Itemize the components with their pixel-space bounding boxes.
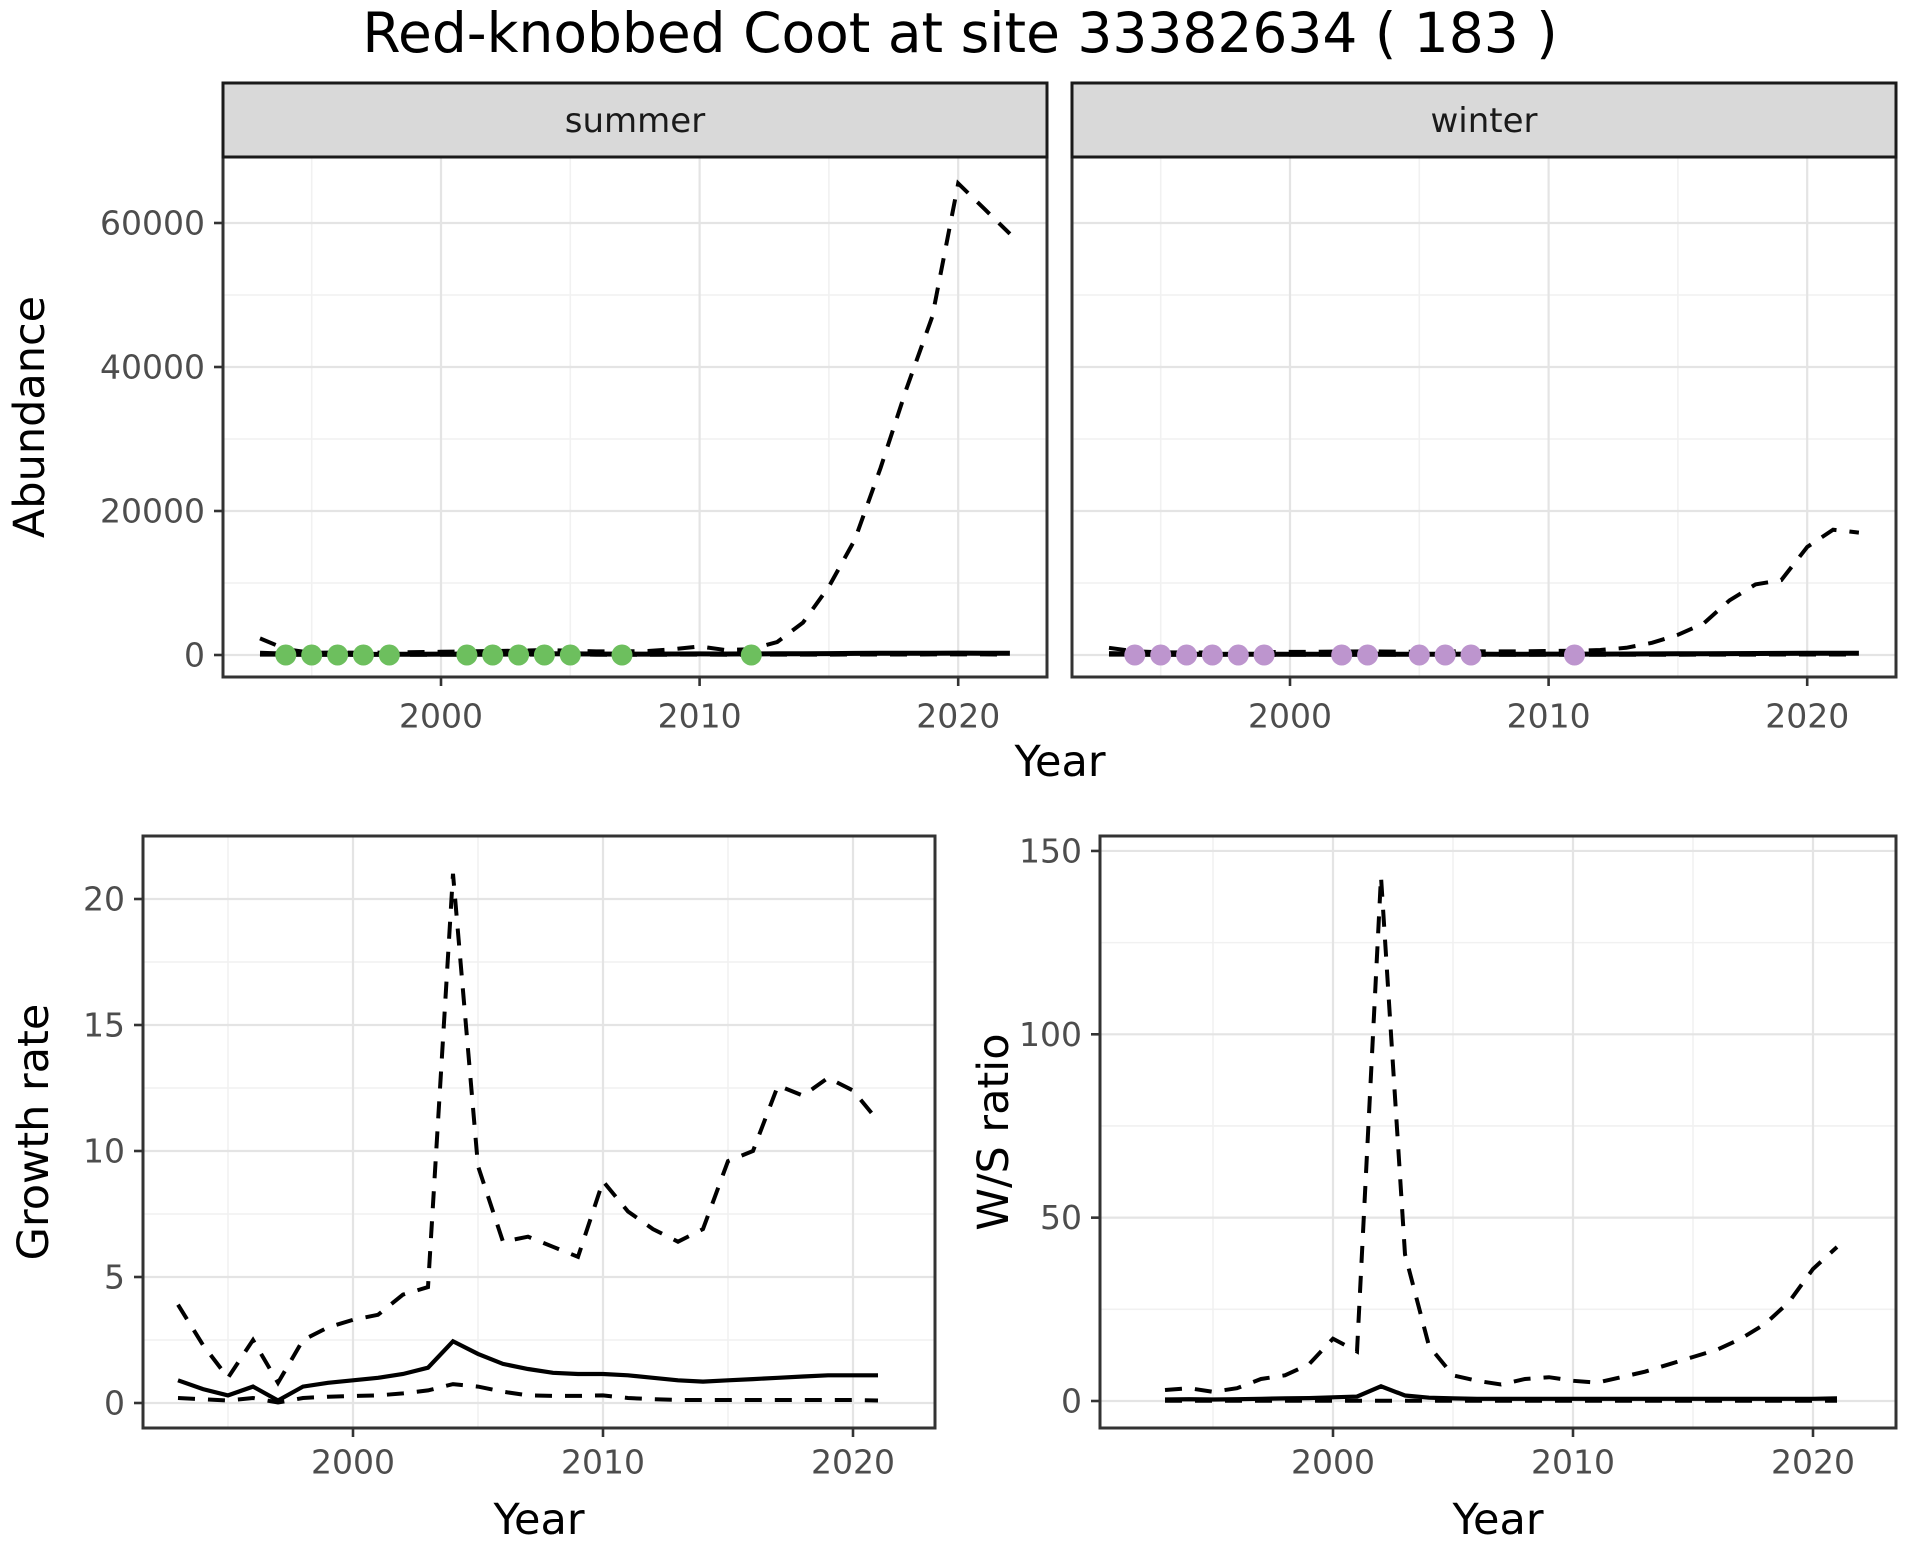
facet-strip-winter-label: winter	[1430, 101, 1537, 141]
growth-y-tick-label: 20	[83, 880, 125, 919]
facet-strip-winter: winter	[1070, 81, 1898, 159]
summer-x-tick-label: 2000	[399, 697, 483, 736]
winter-data-point	[1331, 644, 1353, 666]
summer-x-tick-label: 2020	[916, 697, 1000, 736]
growth-x-tick-label: 2000	[311, 1443, 395, 1482]
winter-panel-background	[1072, 157, 1896, 677]
ws-y-tick-label: 0	[1061, 1382, 1082, 1421]
winter-data-point	[1150, 644, 1172, 666]
summer-data-point	[533, 644, 555, 666]
summer-data-point	[378, 644, 400, 666]
growth-panel-border	[141, 834, 937, 1430]
ws-y-tick-label: 100	[1019, 1015, 1082, 1054]
ws-y-tick-label: 50	[1040, 1198, 1082, 1237]
summer-data-point	[456, 644, 478, 666]
ws-x-tick-label: 2020	[1771, 1443, 1855, 1482]
ws-year-axis-title: Year	[1451, 1495, 1543, 1545]
growth-y-tick-label: 0	[104, 1384, 125, 1423]
winter-data-point	[1253, 644, 1275, 666]
summer-x-tick-label: 2010	[658, 697, 742, 736]
growth-year-axis-title: Year	[492, 1495, 584, 1545]
panel-growth: 2000 2010 2020 0 5 10 15 20	[83, 834, 937, 1482]
summer-data-point	[327, 644, 349, 666]
panel-winter: 2000 2010 2020	[1070, 155, 1898, 736]
ws-panel-background	[1100, 836, 1896, 1428]
winter-data-point	[1176, 644, 1198, 666]
growth-series-upper_ci	[176, 873, 880, 1387]
panel-ws: 2000 2010 2020 0 50 100 150	[1019, 831, 1898, 1482]
figure-title: Red-knobbed Coot at site 33382634 ( 183 …	[362, 1, 1557, 65]
summer-data-point	[482, 644, 504, 666]
growth-panel-background	[143, 836, 935, 1428]
facet-strip-summer: summer	[221, 81, 1049, 159]
winter-data-point	[1434, 644, 1456, 666]
facet-strip-winter-box	[1070, 81, 1898, 159]
summer-panel-background	[223, 157, 1047, 677]
growth-y-tick-label: 5	[104, 1258, 125, 1297]
winter-observed-points	[1124, 644, 1585, 666]
growth-rate-axis-title: Growth rate	[9, 1004, 59, 1261]
growth-series-mean	[177, 1338, 878, 1403]
winter-data-point	[1227, 644, 1249, 666]
ws-series-upper_ci	[1164, 876, 1839, 1394]
summer-y-tick-label: 0	[184, 636, 205, 675]
winter-data-point	[1460, 644, 1482, 666]
ws-y-tick-label: 150	[1019, 831, 1082, 870]
winter-data-point	[1124, 644, 1146, 666]
growth-y-tick-label: 10	[83, 1132, 125, 1171]
growth-series-lower_ci	[177, 1382, 879, 1405]
ws-panel-border	[1098, 834, 1898, 1430]
ws-x-tick-label: 2000	[1291, 1443, 1375, 1482]
winter-data-point	[1408, 644, 1430, 666]
growth-y-tick-label: 15	[83, 1006, 125, 1045]
winter-x-tick-label: 2020	[1765, 697, 1849, 736]
ws-ratio-axis-title: W/S ratio	[969, 1033, 1019, 1230]
ws-x-tick-label: 2010	[1531, 1443, 1615, 1482]
growth-x-tick-label: 2020	[811, 1443, 895, 1482]
summer-y-tick-label: 60000	[100, 204, 205, 243]
growth-x-tick-label: 2010	[561, 1443, 645, 1482]
facet-strip-summer-label: summer	[565, 101, 705, 141]
winter-data-point	[1357, 644, 1379, 666]
summer-data-point	[740, 644, 762, 666]
winter-x-tick-label: 2000	[1248, 697, 1332, 736]
abundance-axis-title: Abundance	[5, 296, 55, 538]
summer-data-point	[559, 644, 581, 666]
summer-data-point	[611, 644, 633, 666]
winter-x-tick-label: 2010	[1507, 697, 1591, 736]
summer-data-point	[508, 644, 530, 666]
summer-data-point	[275, 644, 297, 666]
winter-data-point	[1564, 644, 1585, 666]
top-year-axis-title: Year	[1013, 737, 1105, 787]
summer-y-tick-label: 20000	[100, 492, 205, 531]
summer-y-tick-label: 40000	[100, 348, 205, 387]
summer-data-point	[301, 644, 323, 666]
ws-series-mean	[1164, 1384, 1838, 1402]
summer-data-point	[352, 644, 374, 666]
summer-observed-points	[275, 644, 762, 666]
facet-strip-summer-box	[221, 81, 1049, 159]
panel-summer: 2000 2010 2020 0 20000 40000 60000	[100, 155, 1049, 736]
winter-data-point	[1201, 644, 1223, 666]
